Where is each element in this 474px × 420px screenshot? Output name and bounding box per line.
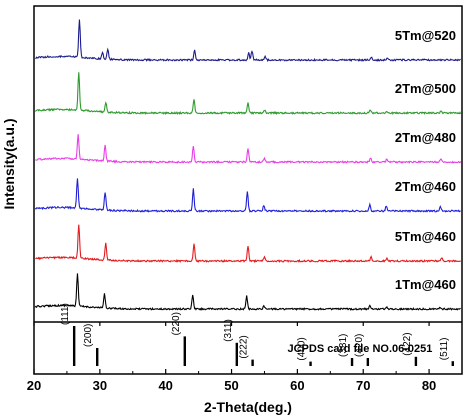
- y-axis-title: Intensity(a.u.): [1, 118, 17, 209]
- reference-label: (422): [402, 332, 413, 355]
- reference-label: (220): [171, 312, 182, 335]
- series-label: 5Tm@460: [395, 229, 456, 244]
- x-tick-label: 50: [224, 378, 238, 393]
- plot-frame: [33, 5, 463, 375]
- series-label: 2Tm@480: [395, 130, 456, 145]
- series-line: [35, 134, 462, 165]
- reference-label: (400): [297, 337, 308, 360]
- series-line: [35, 224, 461, 263]
- series-label: 1Tm@460: [395, 277, 456, 292]
- x-tick-label: 70: [356, 378, 370, 393]
- reference-label: (222): [239, 335, 250, 358]
- series-line: [34, 178, 461, 213]
- reference-label: (420): [354, 334, 365, 357]
- reference-label: (331): [338, 334, 349, 357]
- x-tick-label: 60: [290, 378, 304, 393]
- x-tick-label: 30: [93, 378, 107, 393]
- series-panel: 1Tm@460 5Tm@460 2Tm@460 2Tm@480 2Tm@500 5Tm@5…: [34, 19, 462, 311]
- reference-label: (511): [439, 338, 450, 361]
- series-label: 2Tm@460: [395, 179, 456, 194]
- axes: 20 30 40 50 60 70 80: [27, 5, 463, 393]
- reference-label: (311): [223, 319, 234, 342]
- x-axis-title: 2-Theta(deg.): [204, 399, 292, 415]
- series-line: [35, 19, 461, 63]
- reference-title: JCPDS card file NO.06-0251: [288, 343, 433, 355]
- series-line: [34, 273, 461, 311]
- series-label: 2Tm@500: [395, 81, 456, 96]
- x-tick-label: 80: [422, 378, 436, 393]
- reference-panel: (111) (200) (220) (311) (222) (400) (331) (420)…: [60, 303, 454, 366]
- reference-label: (200): [83, 324, 94, 347]
- x-tick-label: 40: [158, 378, 172, 393]
- x-tick-label: 20: [27, 378, 41, 393]
- series-line: [34, 72, 462, 116]
- reference-label: (111): [60, 303, 71, 325]
- series-label: 5Tm@520: [395, 28, 456, 43]
